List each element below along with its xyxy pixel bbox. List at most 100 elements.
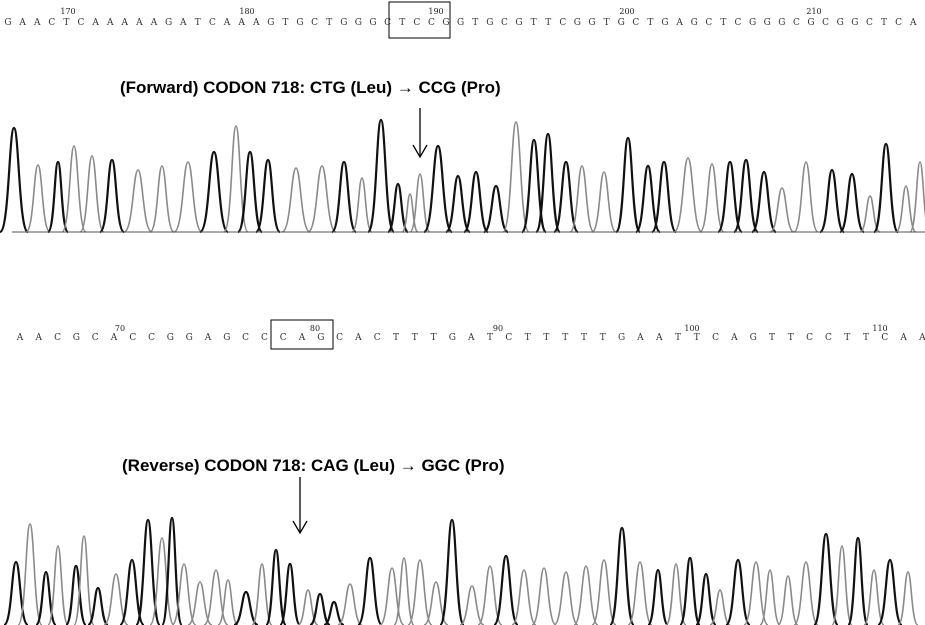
reverse-trace-peak [846,536,870,625]
reverse-trace-peak [337,583,363,625]
reverse-base-call: G [167,333,174,343]
forward-base-call: G [749,18,756,28]
forward-base-call: T [720,18,726,28]
forward-base-call: T [399,18,405,28]
forward-trace-peak [25,164,51,233]
reverse-base-call: C [374,333,381,343]
reverse-base-call: A [110,333,118,343]
reverse-base-call: A [298,333,306,343]
reverse-base-call: T [844,333,850,343]
forward-trace-peak [673,157,703,233]
forward-base-call: G [267,18,274,28]
forward-trace-peak [482,184,510,234]
reverse-base-call: A [35,333,43,343]
reverse-base-call: C [54,333,61,343]
forward-trace-peak [79,155,105,233]
forward-base-call: G [574,18,581,28]
forward-trace-peak [46,160,70,234]
forward-trace-peak [614,136,642,234]
forward-base-call: T [881,18,887,28]
forward-trace-peak [366,118,396,234]
forward-base-call: G [691,18,698,28]
forward-trace-peak [818,168,846,234]
reverse-trace-peak [665,563,687,625]
forward-base-call: C [822,18,829,28]
reverse-trace-peak [64,564,88,625]
reverse-position-label: 100 [684,324,699,333]
reverse-base-call: G [449,333,456,343]
forward-base-call: T [282,18,288,28]
reverse-position-label: 80 [310,324,320,333]
reverse-trace-peak [477,565,503,625]
reverse-base-call: T [788,333,794,343]
reverse-base-call: G [618,333,625,343]
forward-position-label: 170 [60,7,75,16]
forward-position-labels: 170 180 190 200 210 [60,7,821,16]
forward-base-call: A [33,18,41,28]
forward-base-call: A [150,18,158,28]
forward-base-call: C [413,18,420,28]
reverse-trace-peak [118,558,146,625]
reverse-base-call: C [92,333,99,343]
forward-trace-peak [223,125,249,233]
reverse-mutation-arrow [292,477,308,535]
reverse-base-call: C [261,333,268,343]
reverse-base-call: T [581,333,587,343]
forward-trace-peak [462,170,490,234]
forward-base-call: C [632,18,639,28]
forward-position-label: 200 [619,7,634,16]
reverse-base-call: T [675,333,681,343]
reverse-trace-peak [627,561,653,625]
reverse-base-call: G [223,333,230,343]
forward-base-call: G [588,18,595,28]
reverse-trace-peak [278,562,302,625]
forward-base-call: G [837,18,844,28]
forward-trace-peak [236,150,264,234]
reverse-trace-peaks [2,516,919,625]
reverse-trace-peak [608,526,636,625]
forward-base-call: T [647,18,653,28]
reverse-trace-peak [492,554,520,625]
forward-trace-peak [98,158,126,234]
forward-base-call: A [106,18,114,28]
forward-base-call: C [501,18,508,28]
reverse-trace-peak [459,585,485,625]
forward-trace-peak [716,160,744,234]
reverse-trace-peak [553,571,579,625]
reverse-trace-peak [876,558,904,625]
forward-base-call: G [515,18,522,28]
forward-base-call: T [63,18,69,28]
forward-base-call: G [851,18,858,28]
reverse-trace-peak [171,563,197,625]
reverse-base-call: T [600,333,606,343]
forward-trace-peak [281,167,311,233]
reverse-base-call: T [769,333,775,343]
reverse-trace-peak [694,572,718,625]
reverse-trace-peak [187,581,213,625]
reverse-base-call: A [467,333,475,343]
forward-mutation-arrow [412,108,428,159]
reverse-base-call: A [204,333,212,343]
reverse-trace-peak [812,532,840,625]
reverse-base-call: C [242,333,249,343]
reverse-trace-peak [356,556,384,625]
reverse-trace-peak [678,556,702,625]
forward-trace-peak [699,163,725,233]
forward-base-call: A [179,18,187,28]
reverse-trace-peak [793,561,819,625]
reverse-trace-peak [591,559,617,625]
reverse-trace-peak [863,569,885,625]
reverse-base-call: A [918,333,925,343]
forward-base-call: C [895,18,902,28]
forward-base-call: G [778,18,785,28]
reverse-trace-peak [438,518,466,625]
forward-base-call: A [135,18,143,28]
reverse-base-call: G [317,333,324,343]
forward-trace-peak [534,132,562,234]
forward-base-call: C [209,18,216,28]
reverse-trace-peak [264,548,288,625]
forward-trace-peak [650,160,678,234]
reverse-trace-peak [323,600,345,625]
forward-base-call: G [618,18,625,28]
